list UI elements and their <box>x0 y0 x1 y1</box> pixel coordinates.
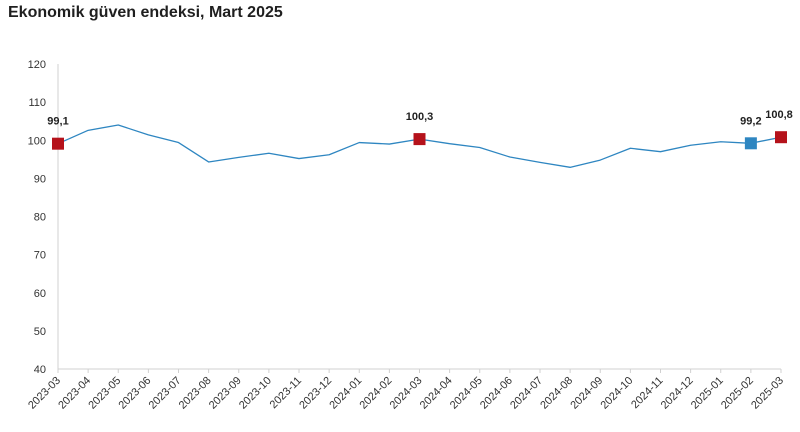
data-point <box>509 156 511 158</box>
x-tick-label: 2023-04 <box>56 375 93 412</box>
x-tick-label: 2023-08 <box>177 375 214 412</box>
data-point <box>599 159 601 161</box>
x-tick-label: 2023-12 <box>297 375 334 412</box>
x-tick-label: 2024-01 <box>327 375 364 412</box>
data-point <box>238 156 240 158</box>
data-point <box>479 146 481 148</box>
x-tick-label: 2024-03 <box>388 375 425 412</box>
y-tick-label: 100 <box>28 135 46 147</box>
x-tick-label: 2024-05 <box>448 375 485 412</box>
data-point <box>177 141 179 143</box>
highlight-marker <box>775 131 787 144</box>
highlight-marker <box>52 137 64 150</box>
data-point <box>448 142 450 144</box>
data-point <box>147 134 149 136</box>
data-point <box>629 147 631 149</box>
data-point <box>358 141 360 143</box>
y-tick-label: 50 <box>34 326 46 338</box>
highlight-marker <box>413 133 426 146</box>
x-tick-label: 2025-03 <box>749 375 786 412</box>
y-tick-label: 60 <box>34 288 46 300</box>
x-tick-label: 2024-10 <box>598 375 635 412</box>
x-tick-label: 2023-06 <box>116 375 153 412</box>
x-tick-label: 2023-09 <box>207 375 244 412</box>
y-tick-label: 90 <box>34 173 46 185</box>
x-tick-label: 2023-05 <box>86 375 123 412</box>
y-tick-label: 70 <box>34 250 46 262</box>
x-tick-label: 2024-02 <box>357 375 394 412</box>
y-tick-label: 120 <box>28 59 46 71</box>
x-tick-label: 2024-07 <box>508 375 545 412</box>
x-tick-label: 2024-08 <box>538 375 575 412</box>
chart-title: Ekonomik güven endeksi, Mart 2025 <box>8 4 283 21</box>
x-tick-label: 2024-04 <box>418 375 455 412</box>
y-tick-label: 80 <box>34 212 46 224</box>
x-tick-label: 2023-03 <box>26 375 63 412</box>
x-tick-label: 2023-07 <box>147 375 184 412</box>
y-tick-label: 110 <box>28 97 46 109</box>
y-tick-label: 40 <box>34 364 46 376</box>
data-point <box>659 150 661 152</box>
data-point <box>117 124 119 126</box>
x-tick-label: 2024-09 <box>568 375 605 412</box>
data-point <box>298 157 300 159</box>
data-label: 100,3 <box>406 111 434 123</box>
data-point <box>207 161 209 163</box>
data-point <box>569 166 571 168</box>
x-tick-label: 2023-10 <box>237 375 274 412</box>
x-tick-label: 2025-01 <box>689 375 726 412</box>
data-point <box>689 144 691 146</box>
x-tick-label: 2025-02 <box>719 375 756 412</box>
highlight-marker <box>744 137 757 150</box>
data-point <box>268 152 270 154</box>
data-point <box>720 141 722 143</box>
data-label: 99,1 <box>47 116 68 128</box>
data-point <box>539 161 541 163</box>
data-point <box>388 143 390 145</box>
data-label: 100,8 <box>765 109 793 121</box>
series-line <box>57 124 782 168</box>
data-point <box>328 154 330 156</box>
data-point <box>87 129 89 131</box>
x-tick-label: 2024-06 <box>478 375 515 412</box>
x-tick-label: 2024-12 <box>659 375 696 412</box>
data-label: 99,2 <box>740 115 761 127</box>
